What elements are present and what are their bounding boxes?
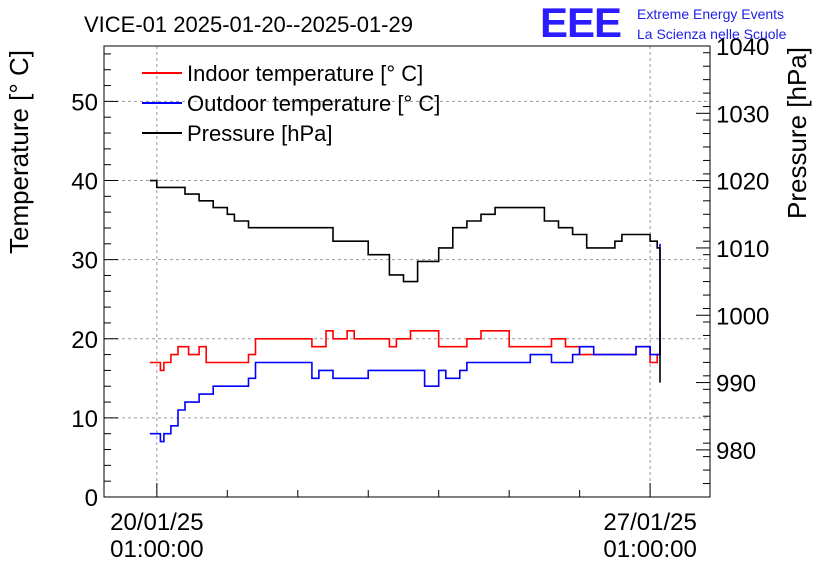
right-tick-label: 980 <box>716 438 756 465</box>
plot-frame <box>103 45 711 498</box>
chart-title: VICE-01 2025-01-20--2025-01-29 <box>84 12 413 37</box>
legend-label: Outdoor temperature [° C] <box>187 91 440 116</box>
series-line-indoor-temperature-c <box>149 330 661 372</box>
eee-logo: EEE Extreme Energy Events La Scienza nel… <box>540 2 834 44</box>
legend-label: Indoor temperature [° C] <box>187 61 423 86</box>
left-tick-label: 40 <box>71 169 98 196</box>
left-tick-label: 30 <box>71 248 98 275</box>
logo-line-2: La Scienza nelle Scuole <box>637 26 787 42</box>
legend-label: Pressure [hPa] <box>187 121 333 146</box>
right-tick-label: 1040 <box>716 34 769 61</box>
eee-logo-mark: EEE <box>540 0 622 46</box>
x-tick-label-date: 27/01/25 <box>603 509 696 536</box>
series-layer <box>149 179 661 443</box>
logo-line-1: Extreme Energy Events <box>637 6 785 22</box>
series-line-pressure-hpa <box>149 179 661 383</box>
left-tick-label: 20 <box>71 327 98 354</box>
right-tick-label: 1000 <box>716 303 769 330</box>
right-axis-label: Pressure [hPa] <box>782 47 812 219</box>
left-tick-label: 50 <box>71 89 98 116</box>
right-tick-label: 1020 <box>716 169 769 196</box>
left-tick-label: 0 <box>85 485 98 512</box>
series-line-outdoor-temperature-c <box>149 243 661 443</box>
x-tick-label-time: 01:00:00 <box>603 536 696 563</box>
legend: Indoor temperature [° C] Outdoor temperat… <box>142 61 440 146</box>
right-tick-label: 1030 <box>716 101 769 128</box>
x-tick-label-time: 01:00:00 <box>110 536 203 563</box>
left-tick-label: 10 <box>71 406 98 433</box>
right-tick-label: 1010 <box>716 236 769 263</box>
axes-layer: 010203040509809901000101010201030104020/… <box>71 34 769 563</box>
right-tick-label: 990 <box>716 371 756 398</box>
left-axis-label: Temperature [° C] <box>4 50 34 254</box>
x-tick-label-date: 20/01/25 <box>110 509 203 536</box>
